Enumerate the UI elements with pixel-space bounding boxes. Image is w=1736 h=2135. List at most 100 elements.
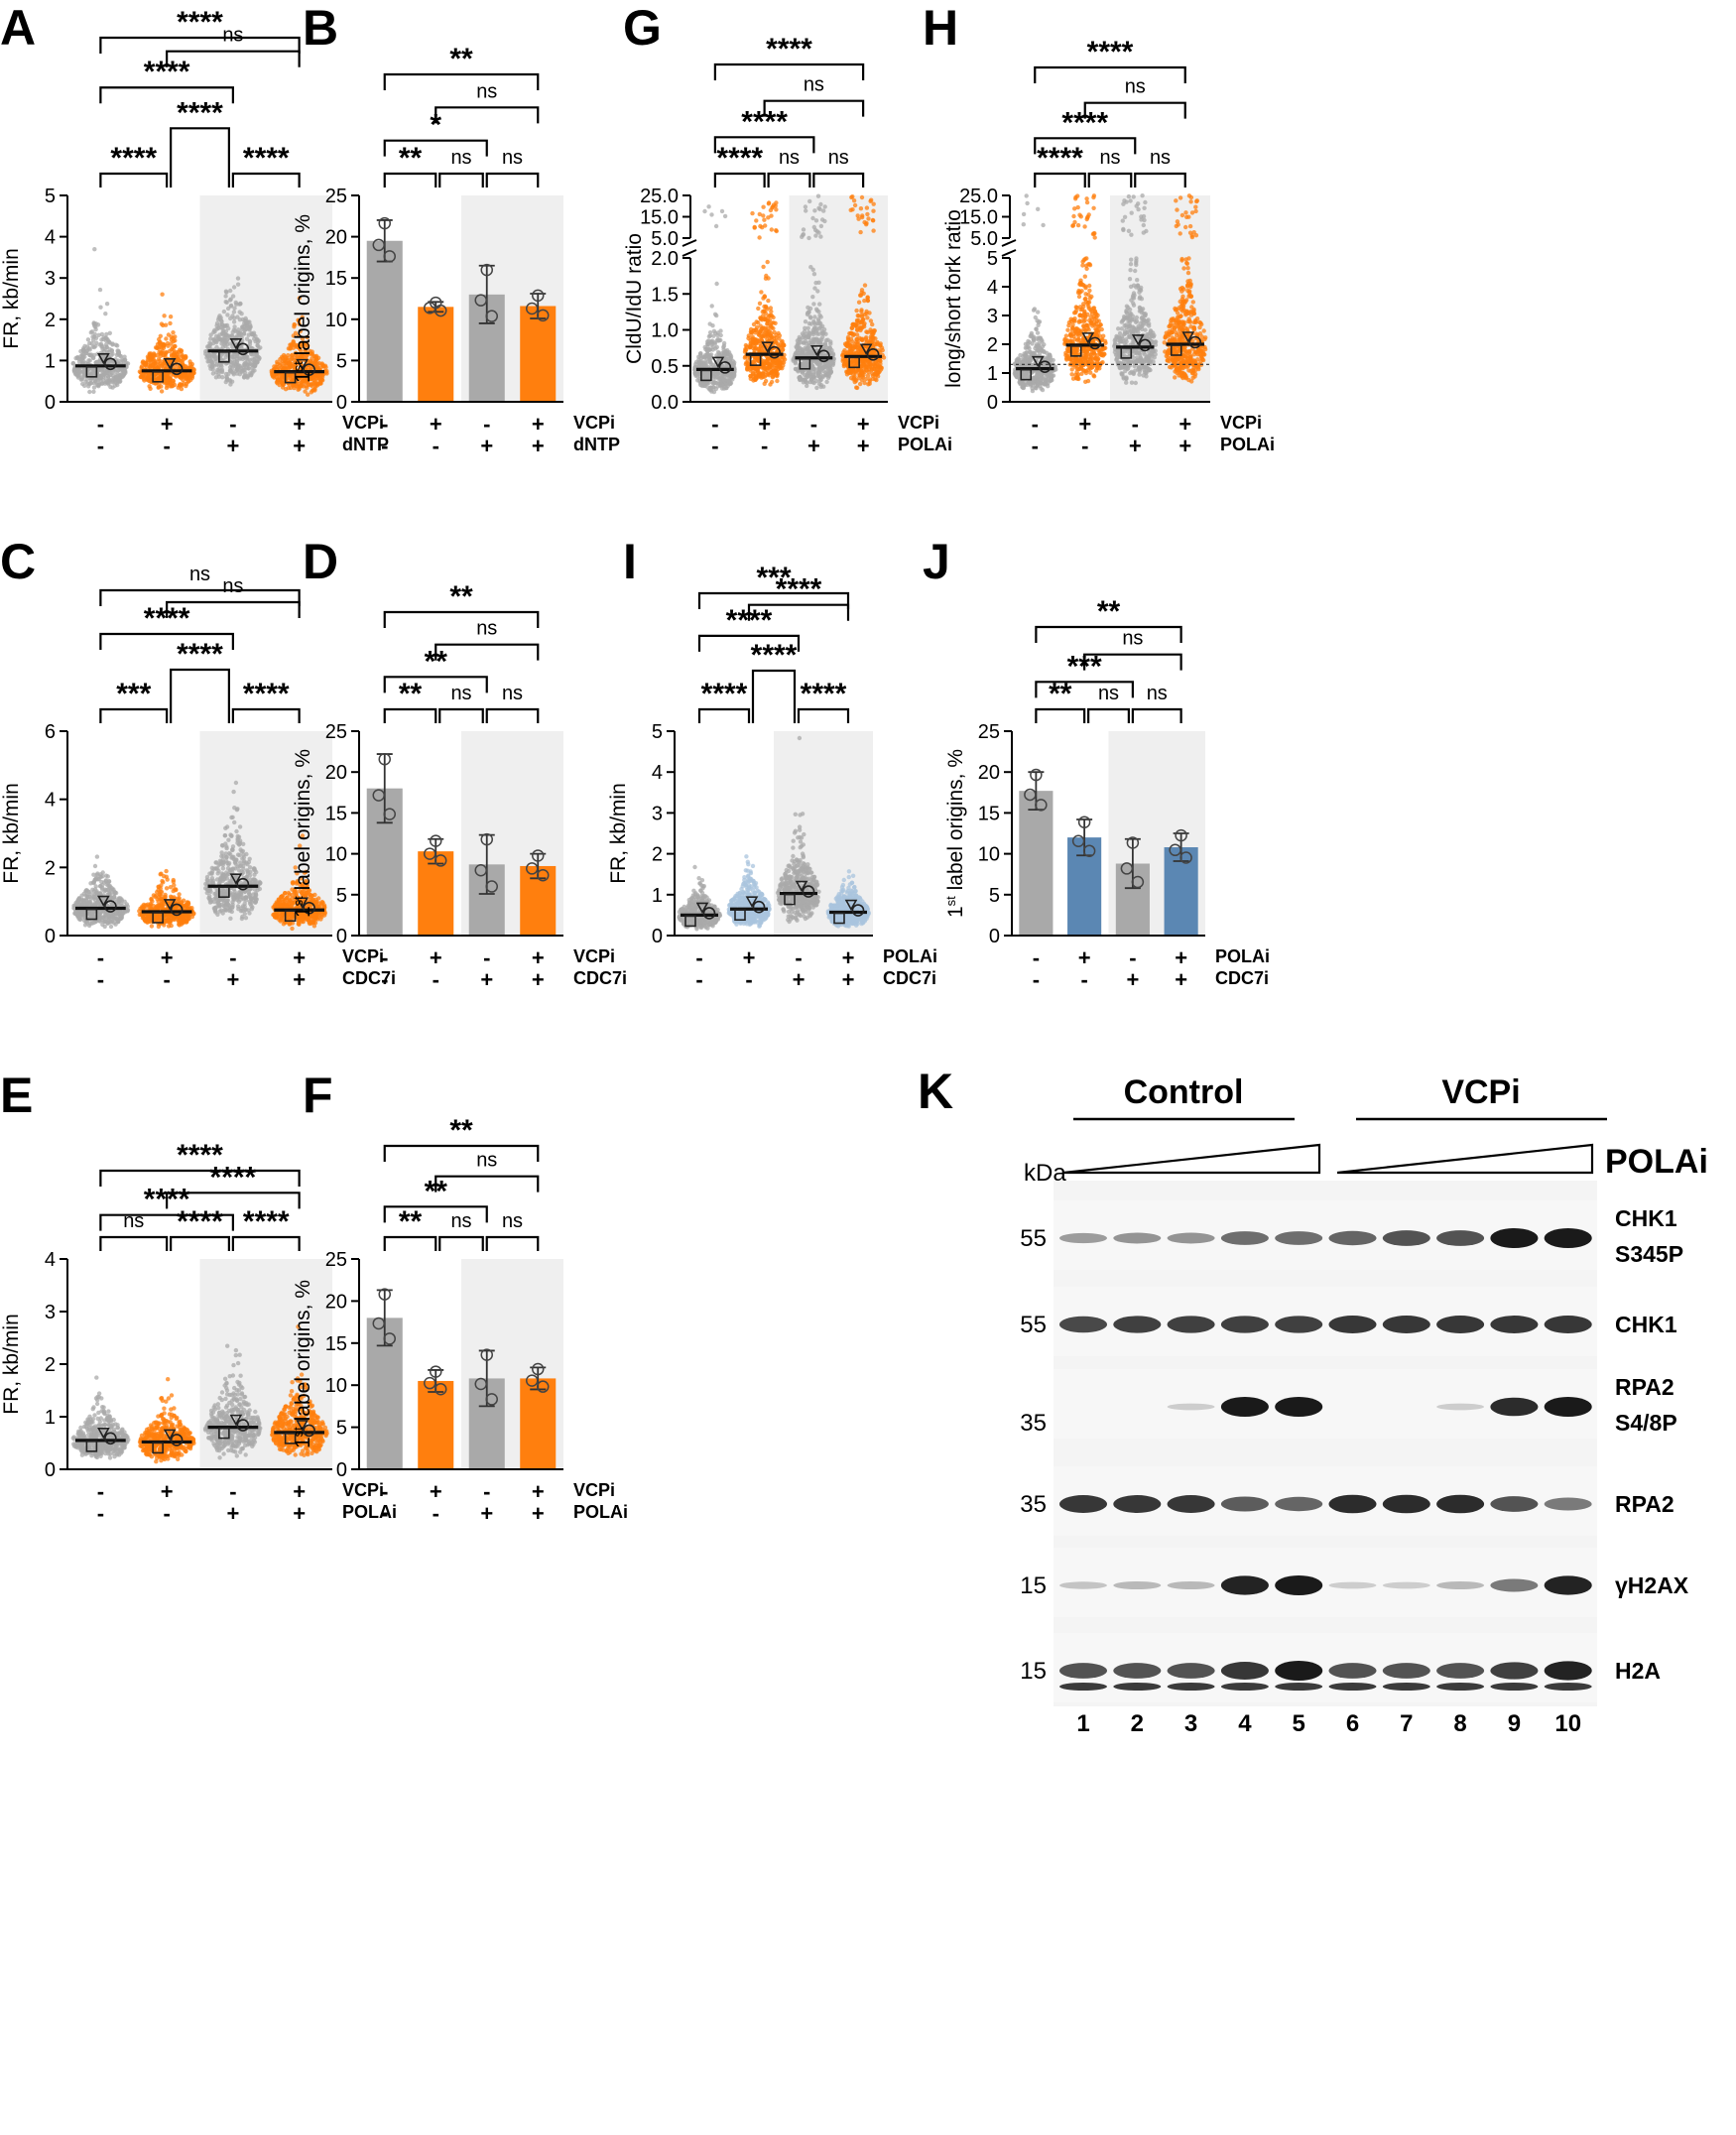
- data-point: [221, 309, 227, 314]
- data-point: [1142, 205, 1147, 210]
- treatment-sign: +: [226, 434, 239, 458]
- data-point: [297, 384, 303, 389]
- data-point: [1076, 288, 1081, 294]
- data-point: [1080, 263, 1085, 268]
- data-point: [872, 367, 877, 372]
- data-point: [1063, 350, 1068, 355]
- significance-bracket: [383, 172, 437, 188]
- data-point: [107, 377, 112, 383]
- data-point: [143, 363, 148, 368]
- data-point: [764, 305, 769, 310]
- data-point: [1077, 212, 1082, 217]
- data-point: [751, 374, 756, 379]
- data-point: [1036, 343, 1042, 348]
- data-point: [801, 232, 806, 237]
- data-point: [812, 286, 817, 291]
- data-point: [873, 360, 878, 366]
- y-tick-label: 0: [336, 392, 347, 414]
- data-point: [867, 379, 872, 384]
- data-point: [92, 247, 97, 252]
- treatment-sign: -: [761, 434, 768, 458]
- treatment-sign: +: [857, 434, 870, 458]
- significance-bracket: [713, 172, 766, 188]
- data-point: [1021, 385, 1026, 391]
- data-point: [1046, 376, 1052, 381]
- data-point: [99, 337, 104, 342]
- data-point: [1126, 228, 1132, 233]
- panel-label: H: [923, 0, 958, 56]
- data-point: [84, 377, 89, 382]
- data-point: [166, 343, 171, 348]
- data-point: [818, 201, 823, 207]
- data-point: [104, 302, 110, 307]
- bar: [366, 240, 403, 402]
- data-point: [824, 379, 829, 385]
- data-point: [859, 370, 865, 375]
- y-tick-label: 2: [45, 310, 56, 331]
- data-point: [88, 372, 93, 377]
- data-point: [87, 389, 92, 395]
- data-point: [743, 361, 749, 367]
- treatment-sign: -: [97, 434, 104, 458]
- data-point: [818, 367, 824, 372]
- data-point: [1081, 283, 1086, 288]
- data-point: [1144, 370, 1149, 375]
- data-point: [845, 336, 851, 342]
- data-point: [871, 201, 876, 206]
- data-point: [1126, 193, 1132, 199]
- data-point: [750, 210, 755, 216]
- data-point: [861, 322, 867, 327]
- data-point: [98, 378, 103, 383]
- significance-bracket: [713, 63, 865, 80]
- data-point: [804, 208, 808, 213]
- data-point: [1084, 256, 1089, 261]
- data-point: [1121, 227, 1126, 233]
- data-point: [864, 222, 869, 227]
- y-tick-label: 5: [336, 350, 347, 372]
- data-point: [142, 378, 147, 383]
- data-point: [164, 336, 169, 341]
- data-point: [244, 326, 249, 331]
- data-point: [1136, 201, 1141, 206]
- y-tick-label: 20: [325, 227, 347, 249]
- data-point: [858, 229, 863, 235]
- data-point: [1087, 288, 1092, 294]
- treatment-sign: -: [433, 434, 439, 458]
- data-point: [184, 376, 188, 381]
- data-point: [709, 342, 714, 347]
- data-point: [1032, 351, 1037, 356]
- data-point: [223, 371, 229, 377]
- data-point: [852, 202, 858, 208]
- data-point: [85, 337, 91, 342]
- data-point: [306, 392, 310, 397]
- data-point: [867, 311, 872, 315]
- panel-label: B: [303, 0, 338, 56]
- data-point: [760, 333, 765, 339]
- data-point: [801, 227, 806, 232]
- data-point: [766, 215, 771, 220]
- data-point: [110, 342, 115, 347]
- data-point: [870, 321, 875, 327]
- data-point: [803, 319, 808, 324]
- data-point: [243, 356, 249, 361]
- data-point: [228, 368, 233, 374]
- data-point: [212, 353, 217, 358]
- data-point: [855, 339, 860, 344]
- bar: [520, 306, 557, 402]
- data-point: [1129, 380, 1135, 385]
- data-point: [1075, 222, 1081, 228]
- data-point: [213, 359, 219, 364]
- data-point: [807, 306, 813, 312]
- data-point: [224, 290, 229, 295]
- data-point: [1143, 356, 1149, 361]
- data-point: [805, 311, 810, 315]
- data-point: [233, 300, 238, 306]
- data-point: [286, 353, 291, 358]
- data-point: [843, 342, 849, 347]
- data-point: [70, 361, 75, 366]
- data-point: [1143, 199, 1148, 205]
- data-point: [706, 354, 711, 359]
